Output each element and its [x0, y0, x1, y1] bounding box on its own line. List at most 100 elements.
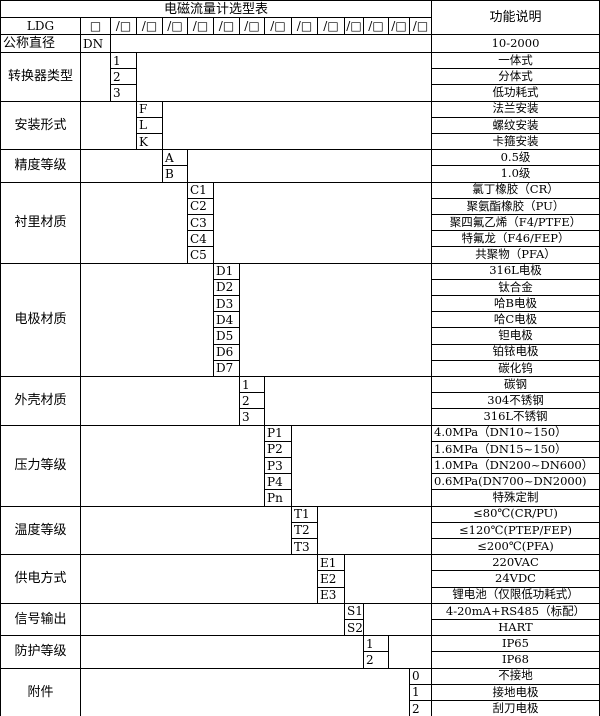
option-description: IP68 [431, 651, 600, 669]
option-code: 2 [409, 700, 432, 716]
code-box: /□ [317, 17, 345, 35]
option-code: E2 [317, 570, 345, 588]
blank-cell [80, 602, 345, 637]
section-label: 压力等级 [0, 424, 81, 507]
code-box: □ [80, 17, 111, 35]
blank-cell [80, 52, 111, 102]
blank-cell [136, 52, 432, 102]
option-description: 316L电极 [431, 262, 600, 280]
option-description: 哈C电极 [431, 311, 600, 329]
option-description: 低功耗式 [431, 84, 600, 102]
blank-cell [80, 505, 292, 556]
option-description: 聚氨酯橡胶（PU） [431, 197, 600, 215]
option-description: 0.5级 [431, 149, 600, 167]
nominal-diameter-label: 公称直径 [0, 34, 81, 53]
nominal-diameter-code: DN [80, 34, 111, 53]
option-description: 一体式 [431, 52, 600, 70]
blank-cell [80, 149, 163, 183]
option-description: 共聚物（PFA） [431, 246, 600, 264]
blank-cell [80, 181, 188, 264]
option-description: 316L不锈钢 [431, 408, 600, 426]
option-description: 接地电极 [431, 683, 600, 701]
option-code: 1 [110, 52, 137, 70]
option-description: 法兰安装 [431, 100, 600, 118]
option-code: 3 [239, 408, 265, 426]
option-description: 钽电极 [431, 327, 600, 345]
option-description: ≤120℃(PTEP/FEP) [431, 521, 600, 539]
option-description: 聚四氟乙烯（F4/PTFE） [431, 214, 600, 232]
option-code: E3 [317, 586, 345, 604]
option-description: 螺纹安装 [431, 116, 600, 134]
option-description: 304不锈钢 [431, 392, 600, 410]
option-code: D7 [213, 359, 240, 377]
option-code: D3 [213, 295, 240, 313]
option-description: 哈B电极 [431, 295, 600, 313]
nominal-diameter-description: 10-2000 [431, 34, 600, 53]
section-label: 温度等级 [0, 505, 81, 556]
code-box: /□ [291, 17, 318, 35]
option-code: Pn [264, 489, 292, 507]
option-code: P1 [264, 424, 292, 442]
code-box: /□ [187, 17, 214, 35]
blank-cell [80, 635, 364, 669]
blank-cell [317, 505, 432, 556]
section-label: 供电方式 [0, 554, 81, 604]
option-code: L [136, 116, 163, 134]
option-description: 4-20mA+RS485（标配） [431, 602, 600, 620]
section-label: 附件 [0, 667, 81, 716]
option-code: D4 [213, 311, 240, 329]
option-description: 特氟龙（F46/FEP） [431, 230, 600, 248]
blank-cell [363, 602, 432, 637]
option-code: C2 [187, 197, 214, 215]
option-code: B [162, 165, 188, 183]
blank-cell [344, 554, 432, 604]
section-label: 安装形式 [0, 100, 81, 151]
option-code: 1 [409, 683, 432, 701]
option-code: 0 [409, 667, 432, 685]
option-description: IP65 [431, 635, 600, 653]
option-code: P2 [264, 440, 292, 458]
option-code: T3 [291, 538, 318, 556]
section-label: 信号输出 [0, 602, 81, 637]
section-label: 衬里材质 [0, 181, 81, 264]
option-code: E1 [317, 554, 345, 572]
option-code: C5 [187, 246, 214, 264]
blank-cell [388, 635, 432, 669]
option-description: 1.0级 [431, 165, 600, 183]
option-code: 3 [110, 84, 137, 102]
option-code: F [136, 100, 163, 118]
option-description: 氯丁橡胶（CR） [431, 181, 600, 199]
code-box: /□ [239, 17, 265, 35]
option-code: P3 [264, 457, 292, 475]
code-box: /□ [213, 17, 240, 35]
blank-cell [80, 262, 214, 377]
option-code: T1 [291, 505, 318, 523]
option-description: 钛合金 [431, 278, 600, 296]
blank-cell [80, 667, 410, 716]
blank-cell [162, 100, 432, 151]
option-description: 碳化钨 [431, 359, 600, 377]
code-box: /□ [136, 17, 163, 35]
option-description: 24VDC [431, 570, 600, 588]
option-code: 1 [239, 376, 265, 394]
section-label: 外壳材质 [0, 376, 81, 426]
code-box: /□ [388, 17, 410, 35]
blank-cell [213, 181, 432, 264]
option-description: 锂电池（仅限低功耗式） [431, 586, 600, 604]
code-box: /□ [264, 17, 292, 35]
blank-cell [80, 376, 240, 426]
option-description: HART [431, 619, 600, 637]
option-code: C3 [187, 214, 214, 232]
option-code: D6 [213, 343, 240, 361]
option-description: 碳钢 [431, 376, 600, 394]
blank-cell [110, 34, 432, 53]
option-code: K [136, 133, 163, 151]
option-description: 4.0MPa（DN10~150） [431, 424, 600, 442]
code-box: /□ [409, 17, 432, 35]
table-title: 电磁流量计选型表 [0, 0, 432, 18]
section-label: 转换器类型 [0, 52, 81, 102]
option-code: D5 [213, 327, 240, 345]
option-code: P4 [264, 473, 292, 491]
code-box: /□ [363, 17, 389, 35]
